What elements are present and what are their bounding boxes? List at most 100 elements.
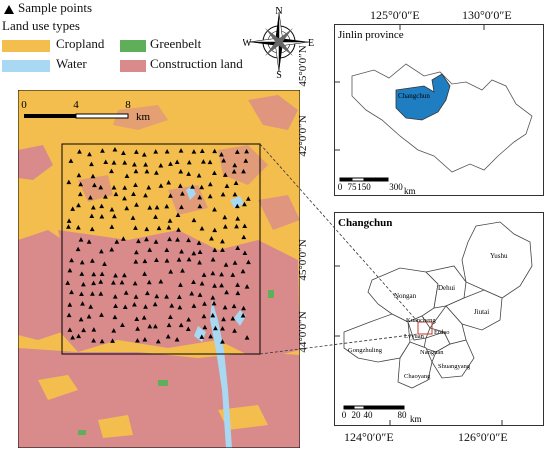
sample-point-icon bbox=[186, 171, 192, 176]
sample-point-icon bbox=[76, 172, 82, 178]
legend-swatch-water bbox=[2, 60, 50, 72]
district-erdao: Erdao bbox=[434, 329, 450, 336]
sample-point-icon bbox=[102, 261, 107, 267]
sample-point-icon bbox=[99, 271, 105, 276]
changchun-map: Changchun Yushu Nongan Dehui Jiutai Kuan… bbox=[334, 212, 544, 426]
sample-point-icon bbox=[89, 161, 94, 167]
jilin-scale-tick-3: 300 bbox=[389, 182, 403, 192]
compass-rose-icon: N S E W bbox=[243, 6, 314, 78]
compass-w: W bbox=[243, 38, 252, 49]
sample-point-icon bbox=[79, 291, 84, 297]
sample-point-icon bbox=[124, 173, 130, 179]
sample-point-icon bbox=[240, 313, 246, 318]
sample-point-icon bbox=[133, 149, 139, 154]
sample-point-icon bbox=[91, 280, 96, 286]
sample-point-icon bbox=[79, 259, 85, 265]
sample-point-icon bbox=[78, 181, 84, 187]
sample-point-icon bbox=[168, 314, 173, 319]
sample-point-icon bbox=[232, 162, 238, 168]
sample-point-icon bbox=[179, 248, 184, 254]
sample-point-icon bbox=[202, 324, 208, 330]
sample-point-icon bbox=[111, 328, 117, 333]
sample-point-icon bbox=[147, 323, 153, 329]
sample-point-icon bbox=[91, 338, 97, 343]
compass-n: N bbox=[275, 6, 282, 17]
sample-point-icon bbox=[197, 260, 202, 265]
sample-point-icon bbox=[133, 182, 138, 187]
sample-point-icon bbox=[122, 195, 127, 201]
sample-point-icon bbox=[143, 162, 149, 167]
sample-point-icon bbox=[212, 207, 217, 212]
sample-point-icon bbox=[177, 294, 182, 299]
sample-point-icon bbox=[66, 179, 72, 185]
sample-point-icon bbox=[213, 325, 218, 331]
sample-point-icon bbox=[91, 327, 97, 332]
sample-point-icon bbox=[146, 184, 152, 190]
sample-point-icon bbox=[141, 315, 147, 320]
sample-point-icon bbox=[143, 192, 148, 198]
sample-point-icon bbox=[114, 239, 120, 244]
sample-point-icon bbox=[89, 226, 95, 232]
district-shuangyang: Shuangyang bbox=[438, 363, 471, 370]
sample-point-icon bbox=[111, 184, 117, 190]
sample-point-icon bbox=[180, 191, 185, 196]
main-scale-tick-0: 0 bbox=[21, 99, 27, 111]
sample-point-icon bbox=[98, 279, 104, 284]
sample-point-icon bbox=[178, 169, 184, 174]
jilin-scale-unit: km bbox=[404, 186, 416, 196]
district-yushu: Yushu bbox=[490, 252, 508, 260]
sample-point-icon bbox=[186, 237, 191, 243]
sample-point-icon bbox=[246, 259, 251, 265]
sample-point-icon bbox=[112, 213, 117, 219]
sample-point-icon bbox=[244, 335, 250, 340]
sample-point-icon bbox=[156, 225, 162, 231]
legend-label-construction: Construction land bbox=[150, 56, 243, 71]
sample-point-icon bbox=[66, 224, 71, 229]
sample-point-icon bbox=[133, 249, 139, 255]
sample-point-icon bbox=[144, 226, 150, 232]
sample-point-icon bbox=[135, 326, 141, 331]
sample-point-icon bbox=[191, 217, 197, 223]
changchun-scale-unit: km bbox=[410, 414, 422, 424]
district-jiutai: Jiutai bbox=[474, 308, 489, 316]
changchun-title: Changchun bbox=[338, 217, 392, 229]
sample-point-icon bbox=[186, 159, 192, 165]
sample-point-icon bbox=[86, 239, 92, 244]
sample-point-icon bbox=[76, 333, 82, 339]
sample-point-icon bbox=[232, 191, 238, 197]
sample-point-icon bbox=[168, 269, 174, 274]
sample-point-icon bbox=[210, 270, 216, 276]
sample-point-icon bbox=[66, 312, 72, 318]
legend-swatch-greenbelt bbox=[120, 40, 146, 52]
bottom-tick-0: 124°0′0″E bbox=[344, 430, 394, 444]
sample-point-icon bbox=[68, 158, 74, 163]
sample-point-icon bbox=[178, 322, 184, 328]
sample-point-icon bbox=[153, 323, 158, 329]
sample-point-icon bbox=[178, 148, 184, 153]
sample-point-icon bbox=[110, 280, 116, 285]
sample-point-icon bbox=[124, 205, 130, 211]
sample-point-icon bbox=[122, 185, 128, 190]
sample-point-icon bbox=[67, 302, 73, 307]
sample-point-icon bbox=[191, 149, 197, 154]
sample-point-icon bbox=[242, 201, 247, 207]
sample-point-icon bbox=[113, 191, 119, 197]
sample-point-icon bbox=[103, 194, 108, 199]
sample-point-icon bbox=[153, 239, 159, 244]
sample-point-icon bbox=[141, 152, 147, 157]
sample-point-icon bbox=[158, 163, 164, 168]
district-chaoyang: Chaoyang bbox=[404, 373, 431, 380]
sample-point-icon bbox=[235, 245, 241, 251]
changchun-scale-tick-1: 20 bbox=[352, 410, 362, 420]
sample-point-icon bbox=[155, 338, 161, 344]
sample-point-icon bbox=[109, 224, 115, 229]
sample-point-icon bbox=[244, 148, 250, 154]
legend-label-water: Water bbox=[56, 56, 87, 71]
sample-point-icon bbox=[164, 203, 170, 209]
changchun-scale-tick-3: 80 bbox=[398, 410, 408, 420]
sample-point-icon bbox=[196, 240, 202, 245]
sample-point-icon bbox=[154, 204, 160, 210]
legend: Sample points Land use types Cropland Gr… bbox=[0, 0, 290, 90]
sample-point-icon bbox=[220, 247, 225, 252]
sample-point-icon bbox=[234, 149, 240, 154]
